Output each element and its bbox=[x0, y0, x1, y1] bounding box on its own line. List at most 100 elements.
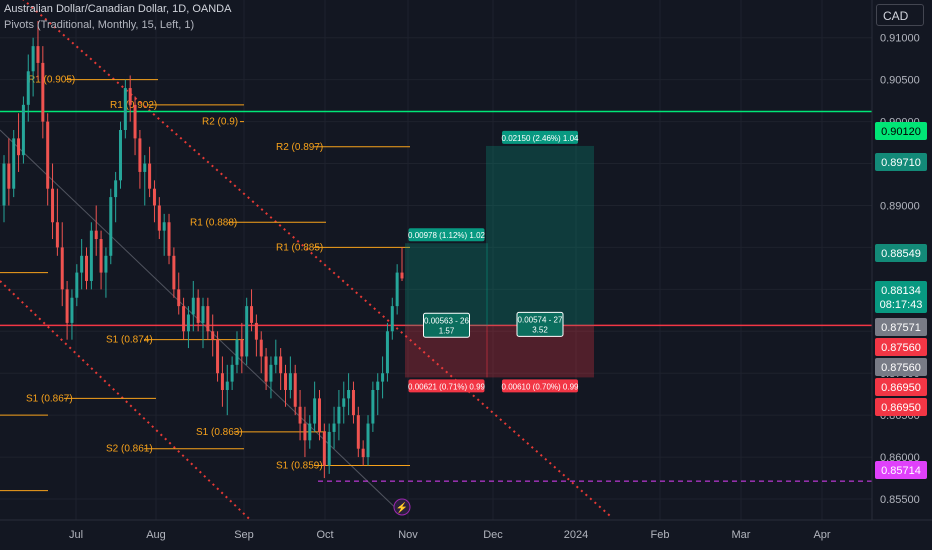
candle-body[interactable] bbox=[245, 306, 249, 357]
candle-body[interactable] bbox=[225, 381, 229, 390]
candle-body[interactable] bbox=[366, 423, 370, 458]
candle-body[interactable] bbox=[298, 406, 302, 424]
candle-body[interactable] bbox=[2, 163, 6, 206]
candle-body[interactable] bbox=[46, 121, 50, 189]
x-tick-label: Jul bbox=[69, 529, 83, 541]
candle-body[interactable] bbox=[109, 197, 113, 256]
candle-body[interactable] bbox=[172, 255, 176, 290]
candle-body[interactable] bbox=[196, 297, 200, 323]
candle-body[interactable] bbox=[60, 247, 64, 290]
candle-body[interactable] bbox=[259, 339, 263, 357]
candle-body[interactable] bbox=[381, 373, 385, 382]
candle-body[interactable] bbox=[376, 381, 380, 390]
candle-body[interactable] bbox=[75, 272, 79, 298]
candle-body[interactable] bbox=[182, 306, 186, 332]
currency-button[interactable]: CAD bbox=[876, 4, 924, 26]
candle-body[interactable] bbox=[118, 130, 122, 181]
time-scale[interactable] bbox=[0, 520, 932, 550]
candle-body[interactable] bbox=[99, 239, 103, 273]
candle-body[interactable] bbox=[26, 71, 30, 105]
candle-body[interactable] bbox=[143, 163, 147, 172]
candle-body[interactable] bbox=[230, 364, 234, 382]
candle-body[interactable] bbox=[186, 314, 190, 332]
candle-body[interactable] bbox=[80, 255, 84, 273]
candle-body[interactable] bbox=[114, 180, 118, 198]
x-tick-label: 2024 bbox=[564, 529, 588, 541]
candle-body[interactable] bbox=[279, 356, 283, 374]
candle-body[interactable] bbox=[269, 364, 273, 382]
candle-body[interactable] bbox=[206, 306, 210, 332]
candle-body[interactable] bbox=[390, 306, 394, 332]
candle-body[interactable] bbox=[36, 46, 40, 63]
candle-body[interactable] bbox=[191, 297, 195, 315]
candle-body[interactable] bbox=[148, 163, 152, 189]
candle-body[interactable] bbox=[138, 138, 142, 172]
candle-body[interactable] bbox=[361, 448, 365, 458]
price-scale[interactable] bbox=[872, 0, 932, 550]
candle-body[interactable] bbox=[123, 88, 127, 130]
pivot-label: S1 (0.867) bbox=[26, 393, 73, 404]
candle-body[interactable] bbox=[342, 398, 346, 407]
candle-body[interactable] bbox=[235, 339, 239, 365]
candle-body[interactable] bbox=[337, 406, 341, 424]
candle-body[interactable] bbox=[400, 272, 404, 279]
candle-body[interactable] bbox=[308, 423, 312, 441]
candle-body[interactable] bbox=[41, 62, 45, 122]
position-stop-label: 0.00621 (0.71%) 0.99 bbox=[408, 382, 485, 391]
candle-body[interactable] bbox=[293, 373, 297, 407]
price-label: 0.89710 bbox=[881, 157, 921, 169]
candle-body[interactable] bbox=[167, 222, 171, 256]
candle-body[interactable] bbox=[385, 331, 389, 374]
candle-body[interactable] bbox=[322, 431, 326, 466]
candle-body[interactable] bbox=[371, 390, 375, 424]
price-label-badge bbox=[875, 318, 927, 336]
candle-body[interactable] bbox=[264, 356, 268, 382]
candle-body[interactable] bbox=[65, 289, 69, 323]
candle-body[interactable] bbox=[85, 255, 89, 281]
candle-body[interactable] bbox=[157, 205, 161, 231]
candle-body[interactable] bbox=[21, 104, 25, 156]
candle-body[interactable] bbox=[55, 222, 59, 248]
candle-body[interactable] bbox=[254, 322, 258, 340]
event-marker[interactable] bbox=[393, 498, 411, 516]
candle-body[interactable] bbox=[250, 306, 254, 323]
position-profit-zone[interactable] bbox=[486, 145, 594, 326]
candle-body[interactable] bbox=[327, 431, 331, 466]
x-tick-label: Nov bbox=[398, 529, 418, 541]
candle-body[interactable] bbox=[211, 331, 215, 340]
candle-body[interactable] bbox=[89, 230, 93, 281]
candle-body[interactable] bbox=[133, 104, 137, 139]
candle-body[interactable] bbox=[201, 306, 205, 323]
candle-body[interactable] bbox=[332, 423, 336, 432]
candle-body[interactable] bbox=[94, 230, 98, 240]
candle-body[interactable] bbox=[177, 289, 181, 307]
candle-body[interactable] bbox=[317, 398, 321, 432]
candle-body[interactable] bbox=[104, 255, 108, 273]
candle-body[interactable] bbox=[220, 373, 224, 390]
candle-body[interactable] bbox=[128, 88, 132, 105]
candle-body[interactable] bbox=[70, 297, 74, 323]
channel-lower-line[interactable] bbox=[0, 280, 290, 550]
candle-body[interactable] bbox=[284, 373, 288, 390]
candle-body[interactable] bbox=[51, 188, 55, 223]
candle-body[interactable] bbox=[152, 188, 156, 206]
candle-body[interactable] bbox=[395, 272, 399, 307]
candle-body[interactable] bbox=[274, 356, 278, 365]
price-label-badge bbox=[875, 338, 927, 356]
candle-body[interactable] bbox=[7, 163, 11, 189]
position-profit-zone[interactable] bbox=[405, 243, 488, 327]
candle-body[interactable] bbox=[216, 339, 220, 374]
candle-body[interactable] bbox=[12, 138, 16, 189]
candle-body[interactable] bbox=[347, 390, 351, 399]
candle-body[interactable] bbox=[240, 339, 244, 357]
candle-body[interactable] bbox=[351, 390, 355, 416]
pivots-indicator-title[interactable]: Pivots (Traditional, Monthly, 15, Left, … bbox=[4, 19, 195, 31]
candle-body[interactable] bbox=[356, 415, 360, 449]
candle-body[interactable] bbox=[31, 46, 35, 72]
candle-body[interactable] bbox=[303, 423, 307, 441]
candle-body[interactable] bbox=[288, 373, 292, 390]
candle-body[interactable] bbox=[162, 222, 166, 231]
candle-body[interactable] bbox=[17, 138, 21, 156]
candle-body[interactable] bbox=[313, 398, 317, 424]
